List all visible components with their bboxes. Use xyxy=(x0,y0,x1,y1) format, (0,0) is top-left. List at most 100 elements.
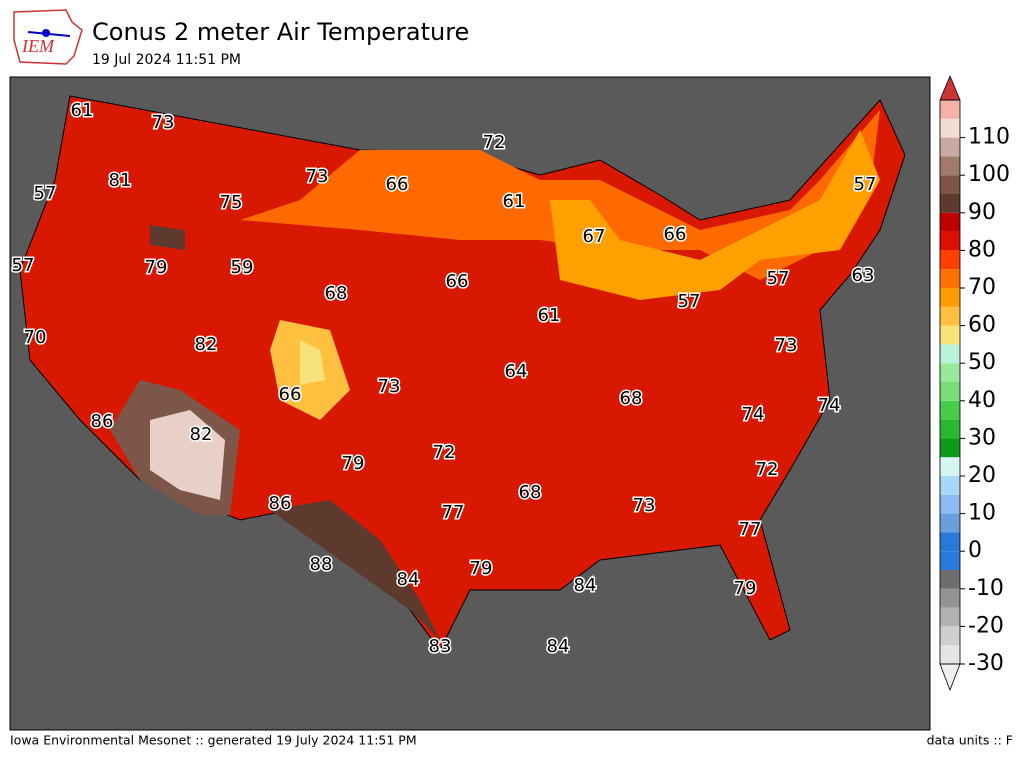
temperature-label: 73 xyxy=(775,335,798,356)
temperature-label: 74 xyxy=(742,404,765,425)
temperature-label: 86 xyxy=(91,411,114,432)
colorbar-bin xyxy=(940,137,960,157)
footer-left: Iowa Environmental Mesonet :: generated … xyxy=(10,733,417,748)
colorbar-over xyxy=(939,74,961,101)
colorbar-tick-label: 40 xyxy=(968,388,996,413)
temperature-label: 61 xyxy=(503,191,526,212)
colorbar-bin xyxy=(940,532,960,552)
colorbar-tick-label: 90 xyxy=(968,200,996,225)
colorbar-tick-label: 30 xyxy=(968,425,996,450)
colorbar-bin xyxy=(940,476,960,495)
subtitle: 19 Jul 2024 11:51 PM xyxy=(92,52,241,68)
temperature-label: 84 xyxy=(547,636,570,657)
temperature-label: 88 xyxy=(310,554,333,575)
colorbar-bin xyxy=(940,194,960,213)
colorbar-bin xyxy=(940,175,960,194)
colorbar-tick-label: 0 xyxy=(968,538,982,563)
colorbar-bin xyxy=(940,400,960,420)
temperature-label: 68 xyxy=(325,283,348,304)
temperature-label: 84 xyxy=(574,575,597,596)
temperature-label: 82 xyxy=(190,424,213,445)
hot-zone xyxy=(150,410,225,500)
colorbar-tick-label: -10 xyxy=(968,576,1004,601)
footer-right: data units :: F xyxy=(927,733,1013,748)
temperature-label: 74 xyxy=(818,395,841,416)
temperature-label: 72 xyxy=(756,459,779,480)
temperature-label: 79 xyxy=(470,558,493,579)
temperature-label: 61 xyxy=(71,100,94,121)
logo-mark xyxy=(42,29,50,37)
mild-zone xyxy=(550,130,880,300)
temperature-label: 84 xyxy=(397,569,420,590)
temperature-label: 59 xyxy=(231,257,254,278)
colorbar-bin xyxy=(940,494,960,514)
warm-zone xyxy=(240,110,880,280)
temperature-label: 67 xyxy=(583,226,606,247)
temperature-label: 81 xyxy=(109,170,132,191)
colorbar-tick-label: -30 xyxy=(968,651,1004,676)
temperature-label: 66 xyxy=(386,174,409,195)
logo-text: IEM xyxy=(21,36,55,56)
temperature-label: 66 xyxy=(446,271,469,292)
colorbar-tick-label: 100 xyxy=(968,162,1010,187)
temperature-label: 86 xyxy=(269,493,292,514)
colorbar-bin xyxy=(940,325,960,345)
colorbar-tick-label: 110 xyxy=(968,125,1010,150)
temperature-label: 64 xyxy=(505,361,528,382)
colorbar-bin xyxy=(940,156,960,176)
colorbar-bin xyxy=(940,231,960,251)
temperature-label: 66 xyxy=(279,384,302,405)
temperature-label: 57 xyxy=(854,174,877,195)
temperature-label: 73 xyxy=(152,112,175,133)
temperature-label: 61 xyxy=(538,305,561,326)
colorbar-bin xyxy=(940,306,960,326)
temperature-label: 72 xyxy=(433,442,456,463)
colorbar-bin xyxy=(940,288,960,307)
temperature-label: 82 xyxy=(195,334,218,355)
temperature-label: 79 xyxy=(734,578,757,599)
colorbar-bin xyxy=(940,588,960,608)
cool-zone xyxy=(300,340,325,385)
colorbar-bin xyxy=(940,382,960,401)
colorbar-bin xyxy=(940,100,960,119)
colorbar-tick-label: 50 xyxy=(968,350,996,375)
colorbar-tick-label: 70 xyxy=(968,275,996,300)
temperature-label: 57 xyxy=(767,268,790,289)
temperature-label: 68 xyxy=(519,482,542,503)
colorbar-bin xyxy=(940,551,960,570)
colorbar-frame xyxy=(939,99,961,665)
colorbar-bin xyxy=(940,626,960,646)
title: Conus 2 meter Air Temperature xyxy=(92,18,469,46)
temperature-label: 77 xyxy=(442,502,465,523)
colorbar-bin xyxy=(940,438,960,458)
colorbar-bin xyxy=(940,250,960,270)
temperature-label: 73 xyxy=(378,376,401,397)
colorbar-bin xyxy=(940,570,960,589)
temperature-label: 77 xyxy=(739,519,762,540)
temperature-label: 68 xyxy=(620,388,643,409)
colorbar-tick-label: 80 xyxy=(968,237,996,262)
colorbar-tick-label: -20 xyxy=(968,613,1004,638)
colorbar-bin xyxy=(940,344,960,364)
colorbar-bin xyxy=(940,363,960,382)
colorbar-bin xyxy=(940,645,960,664)
colorbar-bin xyxy=(940,607,960,627)
colorbar-bin xyxy=(940,457,960,476)
temperature-label: 57 xyxy=(678,291,701,312)
temperature-label: 63 xyxy=(852,265,875,286)
colorbar-tick-label: 20 xyxy=(968,463,996,488)
temperature-label: 73 xyxy=(306,166,329,187)
temperature-label: 79 xyxy=(145,257,168,278)
colorbar-tick-label: 10 xyxy=(968,501,996,526)
temperature-label: 75 xyxy=(220,192,243,213)
map-labels: 61 73 72 57 81 73 66 61 57 75 67 66 57 79 59 68 66 57 57 63… xyxy=(10,99,878,659)
colorbar-bin xyxy=(940,212,960,232)
temperature-label: 57 xyxy=(34,183,57,204)
temperature-label: 72 xyxy=(483,132,506,153)
colorbar-bin xyxy=(940,419,960,439)
colorbar-under xyxy=(939,663,961,692)
hot-zone xyxy=(150,225,185,250)
colorbar-tick-label: 60 xyxy=(968,313,996,338)
temperature-label: 73 xyxy=(633,495,656,516)
